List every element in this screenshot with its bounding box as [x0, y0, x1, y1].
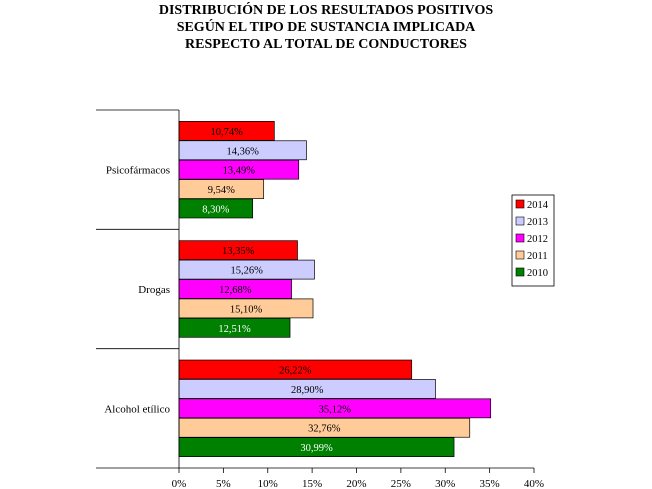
- x-tick-label: 25%: [391, 478, 411, 489]
- data-label: 26,22%: [279, 366, 312, 377]
- x-tick-label: 35%: [480, 478, 500, 489]
- x-tick-label: 0%: [172, 478, 187, 489]
- chart-title-line-1: DISTRIBUCIÓN DE LOS RESULTADOS POSITIVOS: [158, 3, 494, 18]
- data-label: 13,49%: [223, 166, 256, 177]
- data-label: 12,68%: [219, 285, 252, 296]
- category-label: Drogas: [138, 284, 170, 296]
- chart-title: DISTRIBUCIÓN DE LOS RESULTADOS POSITIVOS…: [0, 2, 652, 53]
- chart-title-line-3: RESPECTO AL TOTAL DE CONDUCTORES: [185, 37, 467, 52]
- x-tick-label: 15%: [302, 478, 322, 489]
- x-tick-label: 10%: [258, 478, 278, 489]
- x-tick-label: 40%: [524, 478, 544, 489]
- legend-label: 2011: [527, 251, 548, 262]
- legend-label: 2010: [527, 268, 548, 279]
- data-label: 9,54%: [208, 185, 235, 196]
- legend-label: 2012: [527, 234, 548, 245]
- x-tick-label: 20%: [346, 478, 366, 489]
- legend-swatch: [515, 233, 525, 243]
- legend-swatch: [515, 199, 525, 209]
- category-label: Psicofármacos: [106, 165, 170, 177]
- chart-title-line-2: SEGÚN EL TIPO DE SUSTANCIA IMPLICADA: [176, 20, 476, 35]
- legend-label: 2013: [527, 217, 548, 228]
- data-label: 35,12%: [319, 404, 352, 415]
- legend-label: 2014: [527, 200, 549, 211]
- data-label: 10,74%: [210, 127, 243, 138]
- data-label: 15,26%: [231, 266, 264, 277]
- category-label: Alcohol etílico: [104, 403, 170, 415]
- x-tick-label: 30%: [435, 478, 455, 489]
- data-label: 32,76%: [308, 424, 341, 435]
- legend-swatch: [515, 267, 525, 277]
- data-label: 15,10%: [230, 304, 263, 315]
- legend-swatch: [515, 216, 525, 226]
- data-label: 28,90%: [291, 385, 324, 396]
- data-label: 14,36%: [227, 146, 260, 157]
- data-label: 30,99%: [300, 443, 333, 454]
- legend-swatch: [515, 250, 525, 260]
- data-label: 13,35%: [222, 246, 255, 257]
- data-label: 12,51%: [218, 324, 251, 335]
- data-label: 8,30%: [202, 204, 229, 215]
- x-tick-label: 5%: [216, 478, 231, 489]
